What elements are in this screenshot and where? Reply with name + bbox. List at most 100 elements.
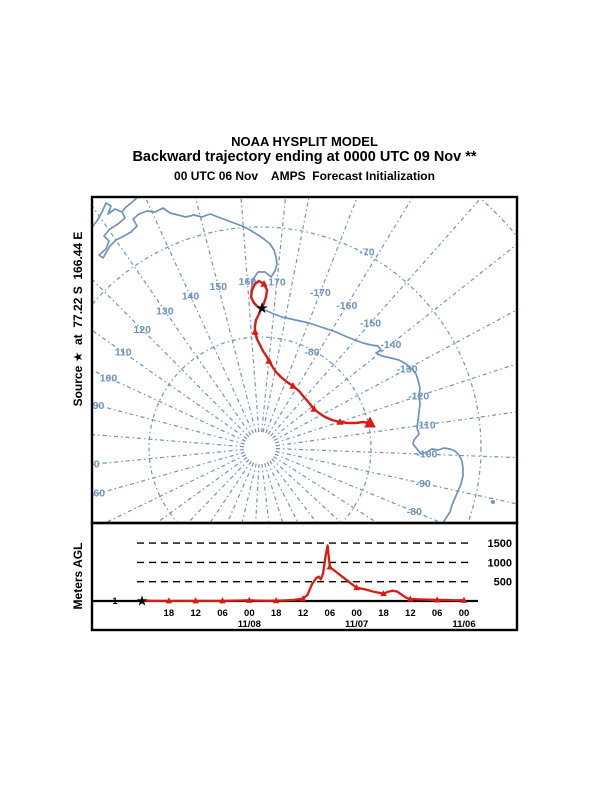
trajectory-id-label: 1 [112, 596, 117, 606]
day-label: 11/07 [345, 619, 368, 630]
hour-tick-label: 06 [325, 608, 336, 619]
height-curve-marker [380, 590, 387, 597]
meridian-line [275, 447, 516, 459]
height-curve-marker [192, 597, 199, 604]
latitude-label: -80 [304, 347, 319, 359]
height-gridline-label: 1000 [488, 557, 512, 569]
latitude-circle [148, 336, 372, 522]
meridian-label: -110 [415, 419, 436, 431]
meridian-line [93, 448, 245, 465]
meridian-line [275, 450, 516, 505]
meridian-label: -130 [397, 363, 418, 375]
meridian-line [105, 454, 246, 522]
height-curve-marker [299, 595, 307, 602]
hour-tick-label: 18 [164, 608, 175, 619]
height-curve-marker [407, 595, 414, 602]
latitude-circle [93, 226, 482, 522]
meridian-label: -90 [416, 478, 431, 490]
hour-tick-label: 06 [217, 608, 228, 619]
hour-tick-label: 00 [244, 608, 255, 619]
hour-tick-label: 12 [298, 608, 309, 619]
meridian-line [93, 451, 245, 496]
day-label: 11/08 [238, 619, 261, 630]
hour-tick-label: 00 [351, 608, 362, 619]
meridian-line [270, 198, 482, 437]
meridian-line [261, 198, 287, 433]
meridian-label: 170 [268, 276, 286, 288]
trajectory-markers [251, 280, 376, 428]
meridian-line [156, 456, 248, 522]
trajectory-marker [336, 418, 344, 425]
trajectory-marker [265, 357, 273, 364]
meridian-label: 60 [93, 488, 105, 500]
meridian-line [93, 206, 252, 436]
meridian-label: -160 [336, 300, 357, 312]
meridian-label: 150 [210, 281, 228, 293]
latitude-circle [478, 198, 516, 237]
meridian-label: 90 [93, 400, 105, 412]
meridian-line [262, 198, 310, 433]
height-curve-marker [326, 563, 334, 570]
latitude-label: -70 [359, 247, 374, 259]
meridian-line [265, 198, 358, 434]
height-curve-marker [433, 596, 441, 603]
meridian-label: -120 [408, 391, 429, 403]
hour-tick-label: 00 [459, 608, 470, 619]
meridian-label: -150 [360, 317, 381, 329]
meridian-label: -140 [380, 339, 401, 351]
height-curve-marker [165, 597, 173, 604]
meridian-label: -100 [416, 449, 437, 461]
trajectory-ending-title: Backward trajectory ending at 0000 UTC 0… [132, 149, 477, 165]
trajectory-path [249, 279, 372, 425]
meridian-line [194, 198, 257, 433]
meridian-line [93, 433, 245, 448]
meridian-label: 160 [239, 276, 257, 288]
profile-border [90, 521, 519, 632]
meridian-line [269, 460, 317, 522]
meridian-line [93, 330, 248, 440]
trajectory-marker [310, 405, 318, 412]
trajectory-marker [251, 328, 259, 335]
height-gridline-label: 1500 [488, 538, 512, 550]
hour-tick-label: 12 [405, 608, 416, 619]
meridian-line [272, 244, 516, 439]
meridian-line [275, 363, 516, 444]
height-curve-marker [353, 584, 360, 591]
meridian-line [261, 463, 270, 522]
latitude-grid [93, 198, 516, 522]
hour-tick-label: 12 [190, 608, 201, 619]
meridian-line [271, 458, 342, 522]
hour-tick-label: 06 [432, 608, 443, 619]
meridian-line [273, 309, 516, 441]
meridian-label: 130 [156, 305, 174, 317]
trajectory-marker [289, 382, 297, 389]
trajectory-marker [260, 280, 268, 287]
map-border [90, 195, 519, 525]
island-dot [491, 500, 495, 504]
coastline-group [93, 198, 495, 522]
meridian-line [187, 459, 250, 522]
meridian-label: -80 [407, 506, 422, 518]
height-curve [140, 544, 466, 602]
profile-source-star: ★ [136, 593, 149, 609]
meridian-label: 70 [88, 459, 100, 471]
height-gridline-label: 500 [494, 577, 512, 589]
meridian-line [240, 198, 260, 433]
meridian-label: 120 [133, 324, 151, 336]
meridian-label: -170 [310, 287, 331, 299]
height-curve-marker [272, 597, 280, 604]
meridian-line [267, 198, 413, 435]
meridian-line [274, 453, 442, 522]
hour-tick-label: 18 [378, 608, 389, 619]
height-curve-marker [219, 597, 226, 604]
day-label: 11/06 [452, 619, 475, 630]
meridian-line [93, 279, 250, 438]
trajectory-end-marker [364, 416, 376, 428]
height-curve-marker [460, 596, 468, 603]
meridian-label: 110 [115, 347, 132, 359]
